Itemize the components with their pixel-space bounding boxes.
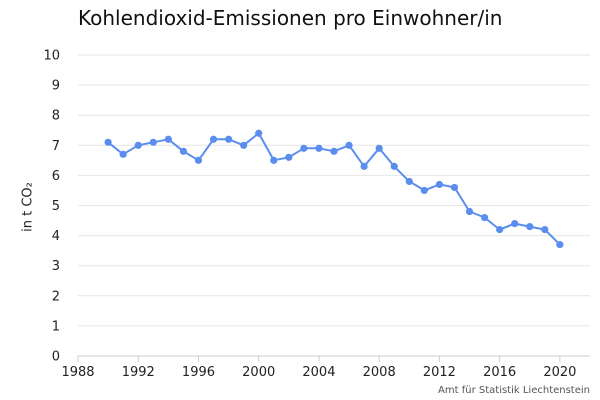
data-point[interactable] [375, 144, 383, 152]
data-point[interactable] [315, 144, 323, 152]
y-tick-label: 7 [52, 139, 60, 154]
data-point[interactable] [104, 138, 112, 146]
x-tick-label: 1988 [61, 365, 94, 380]
y-tick-label: 3 [52, 259, 60, 274]
data-point[interactable] [240, 141, 248, 149]
data-point[interactable] [511, 219, 519, 228]
data-point[interactable] [285, 153, 293, 161]
y-tick: 3 [52, 259, 60, 274]
data-series [104, 129, 564, 249]
y-tick: 7 [52, 139, 60, 154]
data-point[interactable] [435, 180, 444, 189]
data-point[interactable] [541, 225, 549, 234]
x-tick: 1996 [182, 356, 215, 380]
data-point[interactable] [209, 135, 218, 143]
y-tick-label: 4 [52, 229, 60, 244]
y-tick: 8 [52, 109, 60, 124]
data-point[interactable] [255, 129, 263, 137]
x-tick-label: 1996 [182, 365, 215, 380]
y-tick: 2 [52, 289, 60, 304]
y-tick-label: 10 [43, 49, 60, 64]
data-point[interactable] [465, 207, 474, 216]
data-point[interactable] [330, 147, 338, 155]
y-tick: 0 [52, 350, 60, 365]
x-tick: 2000 [242, 356, 275, 380]
data-point[interactable] [149, 138, 157, 146]
data-point[interactable] [480, 213, 489, 222]
x-axis: 1988 1992 1996 2000 2004 2008 2012 2016 2020 [61, 356, 576, 380]
y-axis: 0 1 2 3 4 5 6 7 8 9 10 [43, 49, 60, 365]
data-point[interactable] [194, 156, 203, 164]
y-tick: 4 [52, 229, 60, 244]
y-tick-label: 2 [52, 289, 60, 304]
data-point[interactable] [119, 150, 127, 158]
data-point[interactable] [179, 147, 188, 155]
x-tick-label: 2016 [483, 365, 516, 380]
data-point[interactable] [390, 162, 398, 170]
x-tick: 2016 [483, 356, 516, 380]
data-point[interactable] [164, 135, 172, 143]
data-point[interactable] [405, 177, 413, 186]
x-tick-label: 2004 [302, 365, 335, 380]
data-point[interactable] [526, 222, 534, 231]
chart-title: Kohlendioxid-Emissionen pro Einwohner/in [78, 6, 503, 30]
y-tick-label: 8 [52, 109, 60, 124]
x-tick: 2008 [363, 356, 396, 380]
y-tick-label: 5 [52, 199, 60, 214]
x-tick: 2004 [302, 356, 335, 380]
source-note: Amt für Statistik Liechtenstein [438, 385, 590, 396]
y-tick: 1 [52, 319, 60, 334]
data-point[interactable] [450, 183, 459, 192]
y-tick: 5 [52, 199, 60, 214]
data-point[interactable] [360, 162, 368, 170]
data-point[interactable] [134, 141, 142, 149]
data-point[interactable] [270, 156, 278, 164]
y-tick-label: 9 [52, 79, 60, 94]
x-tick-label: 1992 [122, 365, 155, 380]
grid-lines [78, 54, 590, 357]
x-tick: 2012 [423, 356, 456, 380]
data-point[interactable] [300, 144, 308, 152]
data-point[interactable] [496, 225, 504, 234]
y-tick: 6 [52, 169, 60, 184]
data-point[interactable] [556, 241, 564, 249]
y-tick-label: 0 [52, 350, 60, 365]
x-tick: 2020 [543, 356, 576, 380]
y-tick-label: 6 [52, 169, 60, 184]
data-point[interactable] [224, 135, 233, 143]
x-tick: 1992 [122, 356, 155, 380]
x-tick-label: 2012 [423, 365, 456, 380]
data-point[interactable] [420, 186, 428, 195]
x-tick-label: 2020 [543, 365, 576, 380]
y-tick: 9 [52, 79, 60, 94]
data-point[interactable] [345, 141, 353, 149]
y-tick: 10 [43, 49, 60, 64]
x-tick-label: 2008 [363, 365, 396, 380]
y-tick-label: 1 [52, 319, 60, 334]
x-tick-label: 2000 [242, 365, 275, 380]
x-tick: 1988 [61, 356, 95, 380]
